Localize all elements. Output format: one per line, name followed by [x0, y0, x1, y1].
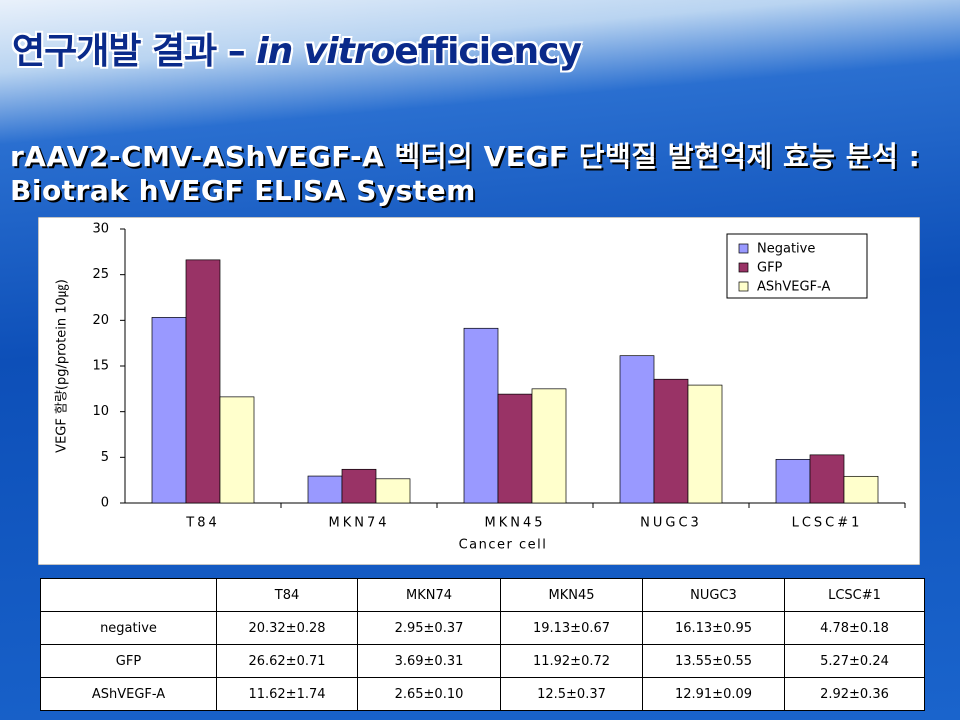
table-row: negative 20.32±0.28 2.95±0.37 19.13±0.67 16.…: [40, 611, 925, 645]
table-cell: 26.62±0.71: [216, 644, 358, 678]
table-cell: 12.91±0.09: [642, 677, 785, 711]
bar: [775, 458, 811, 504]
table-cell: 20.32±0.28: [216, 611, 358, 645]
x-axis-label: Cancer cell: [459, 538, 548, 553]
y-tick-label: 15: [92, 359, 109, 374]
bar: [185, 259, 221, 504]
legend-label: GFP: [757, 261, 783, 276]
table-cell: 2.92±0.36: [784, 677, 925, 711]
table-row: GFP 26.62±0.71 3.69±0.31 11.92±0.72 13.55±0.…: [40, 644, 925, 678]
x-tick-label: NUGC3: [640, 516, 702, 531]
bar: [151, 317, 187, 504]
bar: [843, 475, 879, 504]
table-cell: NUGC3: [642, 578, 785, 612]
legend-swatch: [738, 243, 749, 254]
bar: [219, 396, 255, 504]
table-cell: 4.78±0.18: [784, 611, 925, 645]
y-tick-label: 30: [92, 222, 109, 237]
title-end: efficiency: [394, 31, 582, 72]
y-tick-label: 10: [92, 404, 109, 419]
table-cell: negative: [40, 611, 217, 645]
data-table: T84 MKN74 MKN45 NUGC3 LCSC#1 negative 20.32±0.…: [40, 578, 925, 711]
table-cell: 11.62±1.74: [216, 677, 358, 711]
bar: [619, 355, 655, 504]
bar: [687, 384, 723, 504]
x-tick-label: T84: [185, 516, 219, 531]
legend-box: [726, 233, 868, 299]
table-cell: 3.69±0.31: [357, 644, 501, 678]
table-cell: 2.65±0.10: [357, 677, 501, 711]
table-cell: 2.95±0.37: [357, 611, 501, 645]
table-cell: T84: [216, 578, 358, 612]
table-cell: 12.5±0.37: [500, 677, 643, 711]
legend-swatch: [738, 281, 749, 292]
table-cell: MKN45: [500, 578, 643, 612]
bar: [375, 478, 411, 504]
table-cell: 5.27±0.24: [784, 644, 925, 678]
slide-title: 연구개발 결과 – in vitroefficiency: [12, 22, 582, 74]
bar: [497, 393, 533, 504]
table-cell: LCSC#1: [784, 578, 925, 612]
legend-label: AShVEGF-A: [757, 280, 830, 295]
title-italic: in vitro: [256, 31, 395, 72]
table-row: T84 MKN74 MKN45 NUGC3 LCSC#1: [40, 578, 925, 612]
x-tick-label: LCSC#1: [792, 516, 863, 531]
bar: [463, 327, 499, 504]
y-tick-label: 25: [92, 267, 109, 282]
table-cell: 11.92±0.72: [500, 644, 643, 678]
bar: [341, 468, 377, 504]
bar: [653, 378, 689, 504]
y-tick-label: 0: [101, 496, 109, 511]
legend-label: Negative: [757, 242, 815, 257]
table-cell: MKN74: [357, 578, 501, 612]
chart: 0 5 10 15 20 25 30 T84 MKN74 MKN45 NUGC3 LCSC#1 Canc…: [38, 217, 920, 565]
subtitle: rAAV2-CMV-AShVEGF-A 벡터의 VEGF 단백질 발현억제 효능…: [10, 140, 921, 207]
x-tick-label: MKN74: [328, 516, 389, 531]
table-cell: 19.13±0.67: [500, 611, 643, 645]
x-tick-label: MKN45: [484, 516, 545, 531]
bar: [809, 454, 845, 504]
y-axis-label: VEGF 함량(pg/protein 10㎍): [55, 279, 70, 453]
table-cell: [40, 578, 217, 612]
table-cell: AShVEGF-A: [40, 677, 217, 711]
table-cell: 16.13±0.95: [642, 611, 785, 645]
legend-swatch: [738, 262, 749, 273]
bar: [531, 388, 567, 504]
y-tick-label: 20: [92, 313, 109, 328]
table-cell: 13.55±0.55: [642, 644, 785, 678]
bar: [307, 475, 343, 504]
y-tick-label: 5: [101, 450, 109, 465]
table-cell: GFP: [40, 644, 217, 678]
title-text: 연구개발 결과 –: [12, 31, 257, 72]
table-row: AShVEGF-A 11.62±1.74 2.65±0.10 12.5±0.37 12.…: [40, 677, 925, 711]
